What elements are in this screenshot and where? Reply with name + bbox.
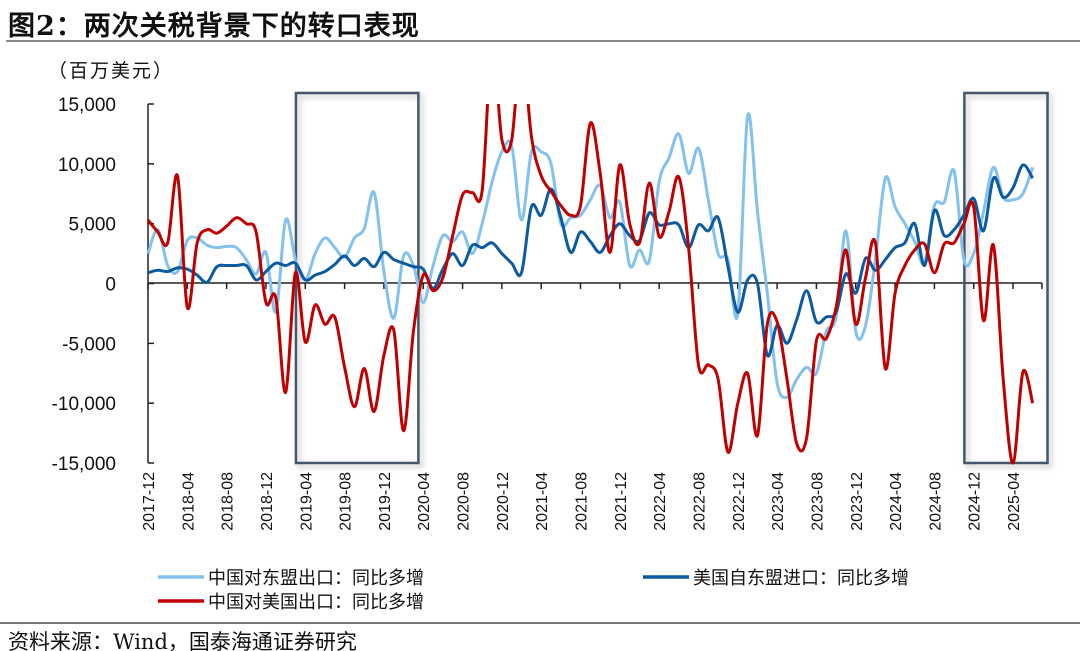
- x-tick-label: 2020-08: [456, 472, 473, 531]
- y-tick-label: -5,000: [62, 334, 116, 355]
- legend-label: 中国对东盟出口：同比多增: [208, 568, 424, 589]
- x-tick-label: 2022-08: [691, 472, 708, 531]
- x-tick-label: 2018-12: [259, 472, 276, 531]
- source-divider: [0, 622, 1080, 624]
- y-tick-label: 10,000: [58, 155, 116, 176]
- x-tick-label: 2018-08: [220, 472, 237, 531]
- x-tick-label: 2022-12: [731, 472, 748, 531]
- x-tick-label: 2023-12: [849, 472, 866, 531]
- y-tick-label: 5,000: [68, 215, 116, 236]
- legend-label: 美国自东盟进口：同比多增: [693, 568, 909, 589]
- y-tick-label: 15,000: [58, 95, 116, 116]
- x-tick-label: 2023-04: [770, 472, 787, 531]
- x-tick-label: 2019-08: [338, 472, 355, 531]
- figure-title: 图2：两次关税背景下的转口表现: [8, 11, 420, 42]
- x-tick-label: 2021-04: [534, 472, 551, 531]
- legend-label: 中国对美国出口：同比多增: [208, 592, 424, 613]
- y-tick-label: -10,000: [52, 394, 116, 415]
- x-tick-label: 2024-12: [967, 472, 984, 531]
- title-divider: [6, 40, 1080, 42]
- x-tick-label: 2024-04: [888, 472, 905, 531]
- series-line-3: [146, 104, 1035, 465]
- y-tick-label: 0: [105, 275, 116, 296]
- x-tick-label: 2024-08: [927, 472, 944, 531]
- x-tick-label: 2021-12: [613, 472, 630, 531]
- y-axis-unit: （百万美元）: [48, 60, 175, 82]
- highlight-period-box: [963, 91, 1049, 465]
- series-line-2: [147, 163, 1034, 358]
- x-tick-label: 2019-12: [377, 472, 394, 531]
- x-tick-label: 2018-04: [180, 472, 197, 531]
- x-tick-label: 2023-08: [809, 472, 826, 531]
- x-tick-label: 2025-04: [1006, 472, 1023, 531]
- x-tick-label: 2020-12: [495, 472, 512, 531]
- x-tick-label: 2020-04: [416, 472, 433, 531]
- x-tick-label: 2019-04: [298, 472, 315, 531]
- x-tick-label: 2021-08: [574, 472, 591, 531]
- source-note: 资料来源：Wind，国泰海通证券研究: [8, 630, 357, 651]
- x-tick-label: 2017-12: [141, 472, 158, 531]
- y-tick-label: -15,000: [52, 454, 116, 475]
- x-tick-label: 2022-04: [652, 472, 669, 531]
